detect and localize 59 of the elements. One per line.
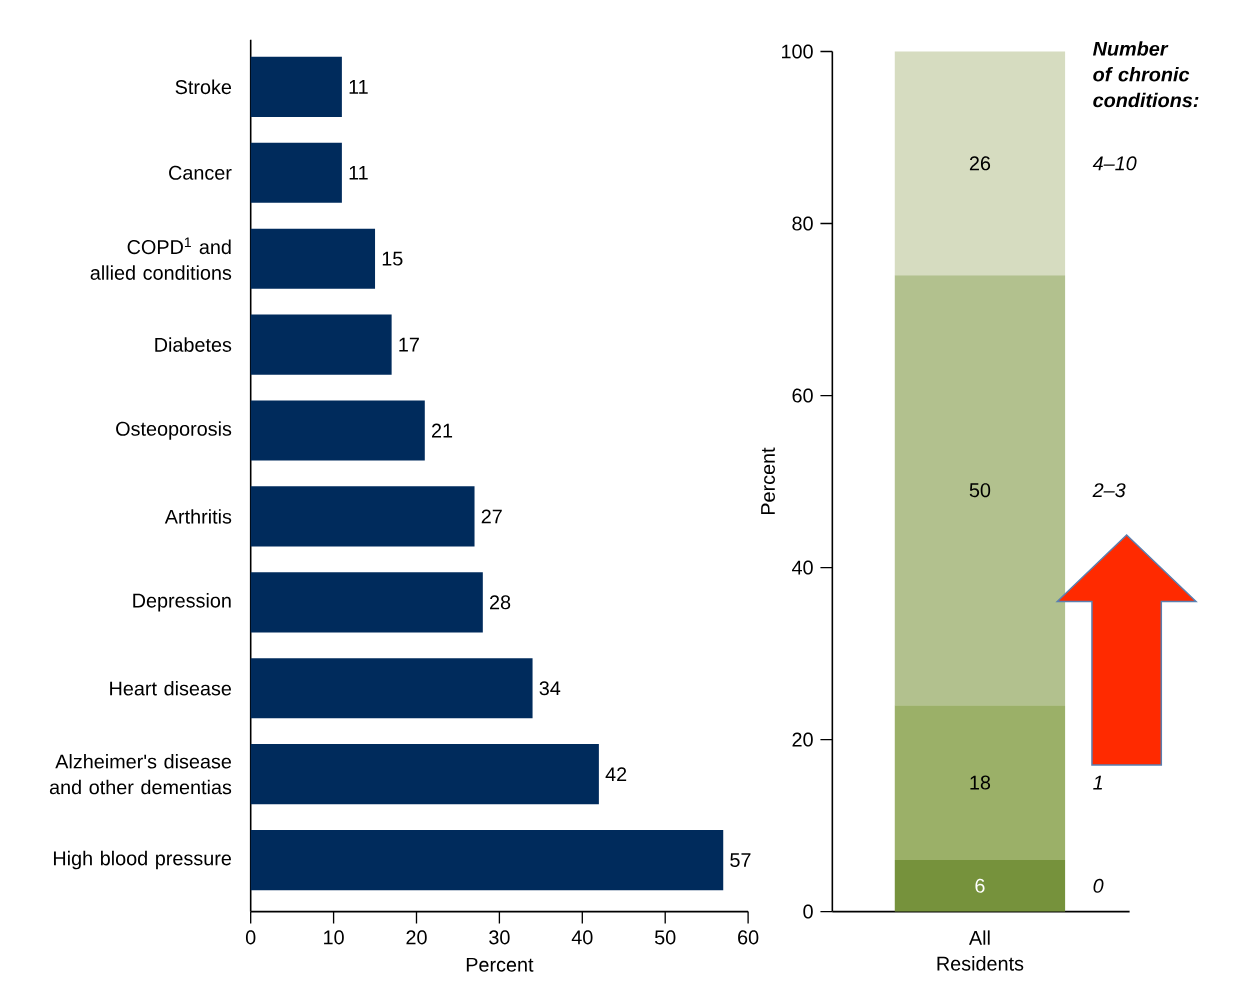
x-axis-title: Percent	[466, 957, 534, 972]
y-tick-label: COPD$^{1}$ and allied conditions	[90, 237, 232, 280]
x-tick-label: 50	[654, 930, 676, 945]
y-tick-label: Stroke	[175, 79, 232, 95]
y-tick-label: High blood pressure	[53, 850, 231, 870]
bar	[894, 275, 1066, 706]
y-tick-label: Depression	[133, 593, 231, 612]
bar	[250, 56, 342, 118]
bar	[894, 860, 1066, 912]
bar	[250, 486, 475, 547]
legend-title: Number of chronic conditions:	[1092, 41, 1199, 108]
y-tick-label: Osteoporosis	[116, 421, 232, 440]
y-tick-label: 20	[792, 732, 813, 747]
y-tick-label: 100	[782, 44, 813, 59]
bar	[894, 705, 1066, 861]
y-tick-label: Heart disease	[110, 681, 232, 696]
bar	[250, 400, 425, 461]
data-label: 17	[399, 337, 419, 352]
data-label: 28	[490, 595, 511, 610]
series-label: 1	[1093, 775, 1102, 790]
data-label: 11	[349, 166, 368, 180]
data-label: 15	[382, 251, 403, 266]
data-label: 42	[605, 767, 627, 782]
y-tick-label: 80	[792, 216, 813, 231]
bar	[894, 51, 1066, 276]
series-label: 4–10	[1092, 156, 1137, 171]
data-label: 21	[431, 423, 453, 438]
data-label: 34	[539, 681, 561, 696]
series-label: 0	[1093, 878, 1104, 893]
bar	[250, 228, 376, 289]
y-tick-label: Alzheimer's disease and other dementias	[49, 754, 232, 795]
data-label: 27	[481, 509, 502, 524]
y-tick-label: Diabetes	[155, 337, 232, 352]
data-label: 50	[969, 483, 991, 498]
x-tick-label: 0	[245, 930, 256, 945]
bar	[250, 314, 392, 375]
y-tick-label: Cancer	[169, 165, 232, 180]
data-label: 11	[349, 80, 368, 94]
y-tick-label: 40	[792, 560, 813, 575]
x-tick-label: 10	[324, 930, 344, 945]
x-tick-label: 20	[406, 930, 427, 945]
data-label: 26	[969, 156, 991, 171]
data-label: 6	[975, 878, 985, 893]
x-tick-label: 60	[738, 930, 759, 945]
y-tick-label: 0	[803, 904, 813, 919]
data-label: 18	[970, 775, 991, 790]
series-label: 2–3	[1092, 483, 1126, 498]
bar	[250, 830, 724, 891]
bar	[250, 658, 533, 719]
x-tick-label: 40	[571, 930, 593, 945]
bar	[250, 744, 599, 805]
y-axis-title: Percent	[761, 447, 775, 515]
y-tick-label: 60	[792, 388, 813, 403]
data-label: 57	[730, 853, 751, 868]
bar	[250, 572, 483, 633]
x-tick-label: All Residents	[937, 930, 1024, 971]
y-tick-label: Arthritis	[164, 509, 232, 524]
x-tick-label: 30	[489, 930, 510, 945]
bar	[250, 142, 342, 203]
